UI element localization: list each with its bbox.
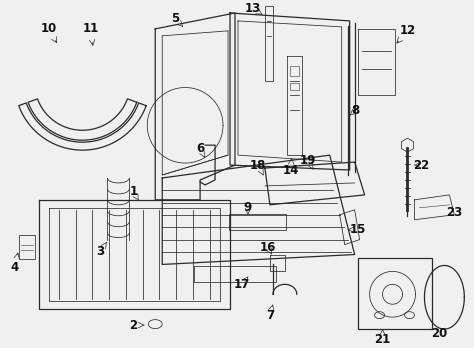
Text: 15: 15 <box>349 223 366 236</box>
Text: 22: 22 <box>413 159 429 172</box>
Text: 1: 1 <box>129 185 137 198</box>
Text: 11: 11 <box>82 22 99 35</box>
Bar <box>290 66 299 76</box>
Text: 21: 21 <box>374 332 391 346</box>
Text: 6: 6 <box>196 142 204 155</box>
Text: 7: 7 <box>266 309 274 322</box>
Bar <box>358 258 432 329</box>
Text: 17: 17 <box>234 278 250 291</box>
Text: 16: 16 <box>260 241 276 254</box>
Text: 8: 8 <box>352 104 360 117</box>
Text: 19: 19 <box>300 153 316 167</box>
Text: 5: 5 <box>171 13 179 25</box>
Text: 14: 14 <box>283 164 299 176</box>
Bar <box>265 6 273 80</box>
Bar <box>18 235 35 260</box>
Text: 10: 10 <box>40 22 57 35</box>
Text: 3: 3 <box>96 245 104 258</box>
Text: 9: 9 <box>244 201 252 214</box>
Bar <box>290 82 299 90</box>
Text: 2: 2 <box>129 319 137 332</box>
Text: 13: 13 <box>245 2 261 16</box>
Text: 18: 18 <box>250 159 266 172</box>
Text: 4: 4 <box>10 261 19 274</box>
Text: 12: 12 <box>400 24 416 37</box>
Text: 20: 20 <box>431 326 447 340</box>
Text: 23: 23 <box>446 206 463 219</box>
